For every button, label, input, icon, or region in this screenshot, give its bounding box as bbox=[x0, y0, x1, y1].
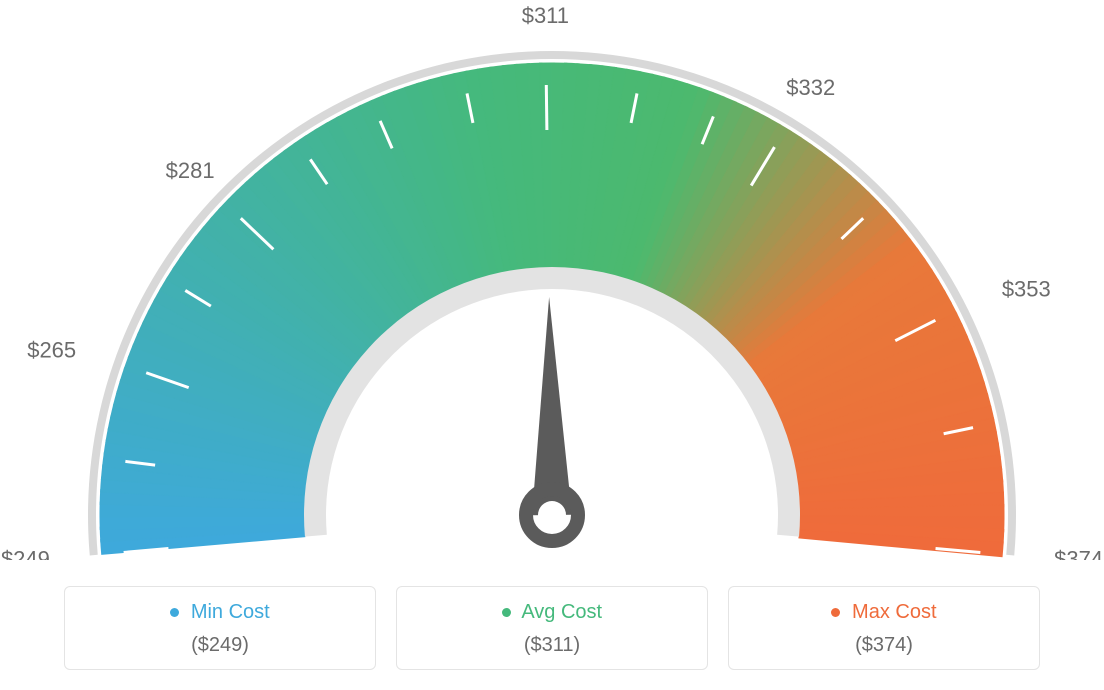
legend-row: Min Cost ($249) Avg Cost ($311) Max Cost… bbox=[0, 586, 1104, 670]
gauge-tick-label: $311 bbox=[522, 3, 569, 28]
gauge-tick-label: $353 bbox=[1002, 277, 1051, 302]
dot-icon bbox=[831, 608, 840, 617]
cost-gauge-widget: $249 $265 $281 $311 $332 $353 $374 Min Cost ($… bbox=[0, 0, 1104, 690]
gauge-tick-label: $265 bbox=[27, 338, 76, 363]
gauge-tick-label: $374 bbox=[1054, 547, 1103, 560]
gauge-tick-label: $332 bbox=[786, 75, 835, 100]
legend-min-card: Min Cost ($249) bbox=[64, 586, 376, 670]
legend-max-title: Max Cost bbox=[729, 601, 1039, 624]
gauge-chart: $249 $265 $281 $311 $332 $353 $374 bbox=[0, 0, 1104, 560]
legend-min-label: Min Cost bbox=[191, 601, 270, 623]
legend-max-value: ($374) bbox=[729, 634, 1039, 657]
legend-max-label: Max Cost bbox=[852, 601, 936, 623]
legend-min-value: ($249) bbox=[65, 634, 375, 657]
legend-min-title: Min Cost bbox=[65, 601, 375, 624]
dot-icon bbox=[502, 608, 511, 617]
legend-avg-card: Avg Cost ($311) bbox=[396, 586, 708, 670]
legend-max-card: Max Cost ($374) bbox=[728, 586, 1040, 670]
dot-icon bbox=[170, 608, 179, 617]
gauge-svg: $249 $265 $281 $311 $332 $353 $374 bbox=[0, 0, 1104, 560]
legend-avg-value: ($311) bbox=[397, 634, 707, 657]
gauge-tick-label: $249 bbox=[1, 547, 50, 560]
legend-avg-title: Avg Cost bbox=[397, 601, 707, 624]
gauge-tick-label: $281 bbox=[166, 158, 215, 183]
legend-avg-label: Avg Cost bbox=[521, 601, 602, 623]
